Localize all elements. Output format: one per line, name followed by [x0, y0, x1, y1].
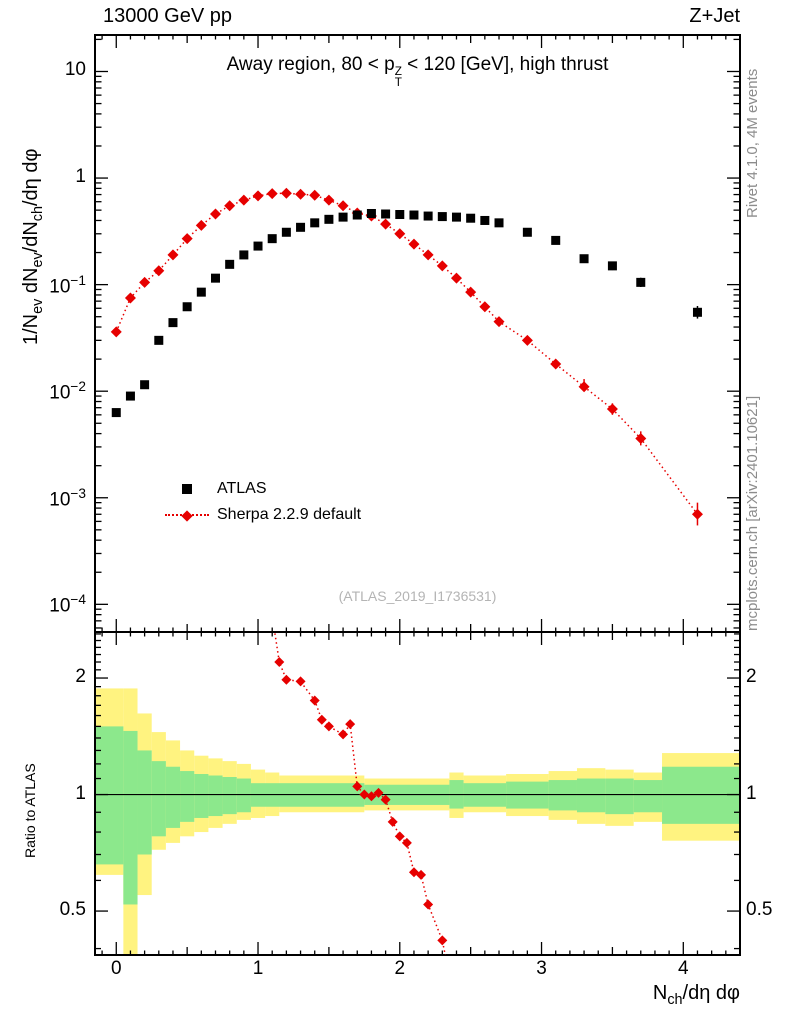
- mcplots-arxiv-label: mcplots.cern.ch [arXiv:2401.10621]: [744, 395, 761, 631]
- atlas-marker-box: [163, 484, 211, 494]
- rivet-version-label: Rivet 4.1.0, 4M events: [744, 68, 761, 218]
- legend-label-sherpa: Sherpa 2.2.9 default: [217, 506, 362, 523]
- process-label: Z+Jet: [689, 5, 740, 27]
- dotted-line-icon: [165, 510, 209, 522]
- x-axis-title: Nch/dη dφ: [652, 982, 740, 1009]
- legend-item-atlas: ATLAS: [163, 476, 361, 502]
- legend-item-sherpa: Sherpa 2.2.9 default: [163, 502, 361, 528]
- legend-label-atlas: ATLAS: [217, 480, 267, 497]
- beam-energy-label: 13000 GeV pp: [103, 5, 232, 27]
- square-marker-icon: [182, 484, 192, 494]
- legend: ATLAS Sherpa 2.2.9 default: [163, 476, 361, 528]
- sherpa-marker-box: [163, 510, 211, 522]
- analysis-id-watermark: (ATLAS_2019_I1736531): [338, 588, 497, 604]
- diamond-marker-icon: [181, 510, 193, 522]
- ratio-axis-title: Ratio to ATLAS: [22, 763, 38, 858]
- y-axis-title: 1/Nev dNev/dNch/dη dφ: [20, 148, 47, 345]
